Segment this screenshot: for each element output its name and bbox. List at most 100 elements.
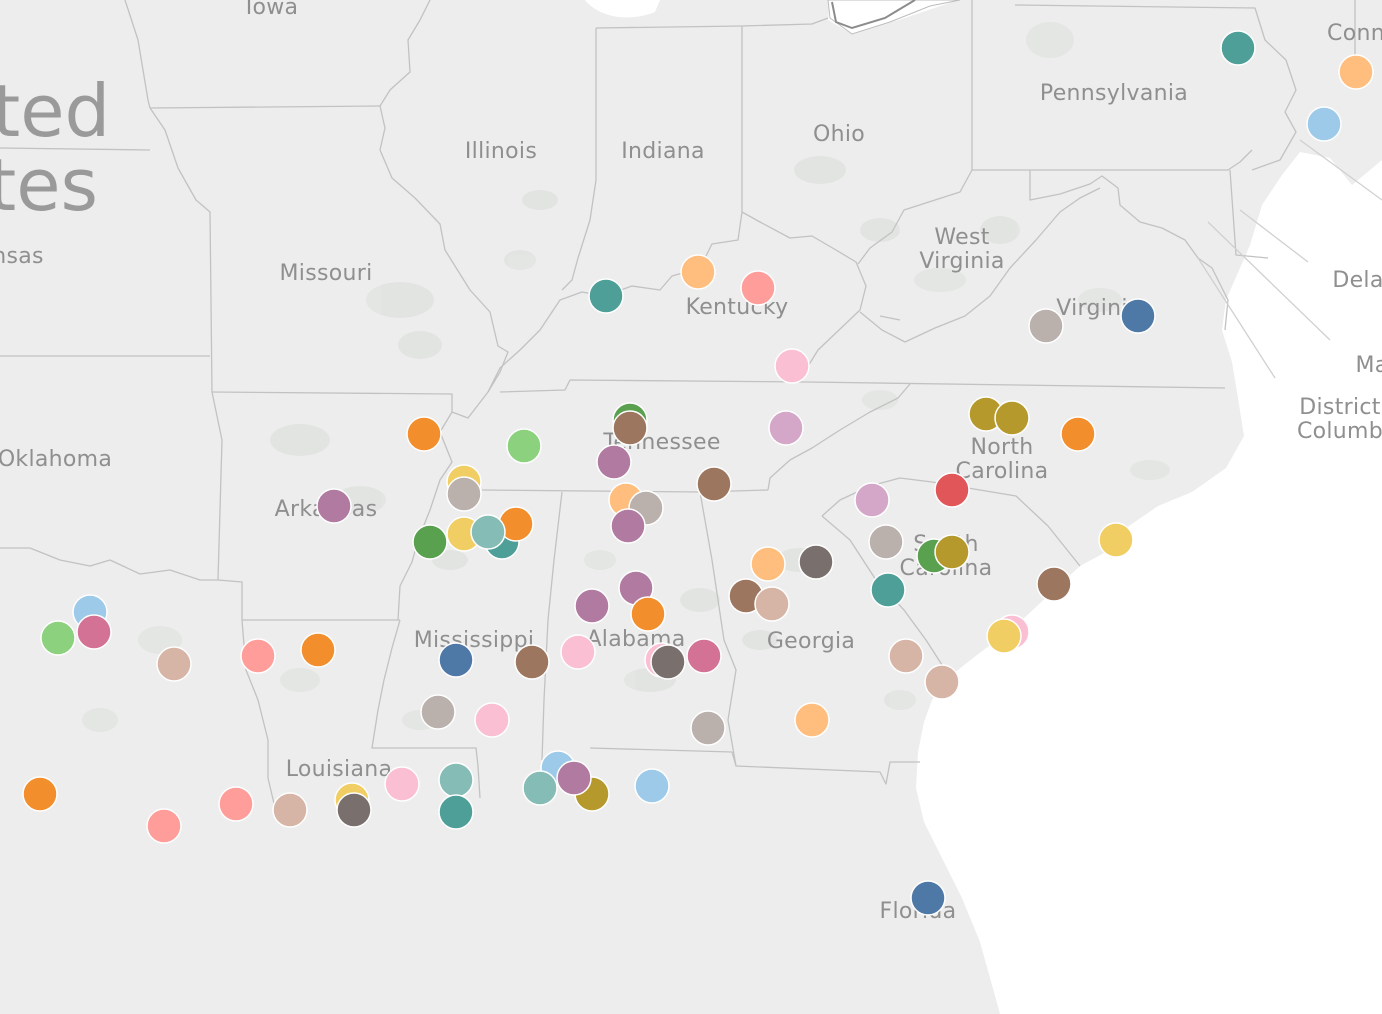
location-marker[interactable] [680, 254, 716, 290]
urban-area [82, 708, 118, 732]
location-marker[interactable] [690, 710, 726, 746]
location-marker[interactable] [994, 400, 1030, 436]
location-marker[interactable] [446, 476, 482, 512]
location-marker[interactable] [316, 488, 352, 524]
location-markers[interactable] [22, 30, 1374, 916]
urban-area [398, 331, 442, 359]
state-label-georgia: Georgia [767, 629, 855, 654]
location-marker[interactable] [1338, 54, 1374, 90]
location-marker[interactable] [76, 614, 112, 650]
urban-area [862, 390, 898, 410]
location-marker[interactable] [934, 472, 970, 508]
urban-area [1026, 22, 1074, 58]
location-marker[interactable] [40, 620, 76, 656]
location-marker[interactable] [474, 702, 510, 738]
location-marker[interactable] [774, 348, 810, 384]
location-marker[interactable] [272, 792, 308, 828]
location-marker[interactable] [924, 664, 960, 700]
location-marker[interactable] [986, 618, 1022, 654]
state-label-indiana: Indiana [621, 139, 705, 164]
location-marker[interactable] [300, 632, 336, 668]
state-label-missouri: Missouri [280, 261, 373, 286]
location-marker[interactable] [888, 638, 924, 674]
location-marker[interactable] [794, 702, 830, 738]
location-marker[interactable] [438, 762, 474, 798]
state-label-delaware: Dela [1332, 268, 1382, 293]
state-label-north-carolina: North [970, 435, 1033, 460]
lake-michigan [585, 0, 655, 18]
urban-area [860, 218, 900, 242]
location-marker[interactable] [438, 642, 474, 678]
location-marker[interactable] [420, 694, 456, 730]
location-marker[interactable] [384, 766, 420, 802]
location-marker[interactable] [798, 544, 834, 580]
location-marker[interactable] [750, 546, 786, 582]
location-marker[interactable] [934, 534, 970, 570]
state-label-mississippi: Mississippi [414, 628, 535, 653]
location-marker[interactable] [1036, 566, 1072, 602]
location-marker[interactable] [522, 770, 558, 806]
urban-area [280, 668, 320, 692]
location-marker[interactable] [470, 514, 506, 550]
country-label-line2: tes [0, 143, 98, 227]
location-marker[interactable] [156, 646, 192, 682]
location-marker[interactable] [1220, 30, 1256, 66]
location-marker[interactable] [1306, 106, 1342, 142]
location-marker[interactable] [336, 792, 372, 828]
urban-area [680, 588, 720, 612]
urban-area [584, 550, 616, 570]
location-marker[interactable] [868, 524, 904, 560]
state-label-connecticut: Conn [1327, 21, 1382, 46]
state-label-west-virginia: Virginia [919, 249, 1004, 274]
urban-area [914, 268, 966, 292]
state-label-oklahoma: Oklahoma [0, 447, 112, 472]
location-marker[interactable] [740, 270, 776, 306]
urban-area [1130, 460, 1170, 480]
location-marker[interactable] [630, 596, 666, 632]
location-marker[interactable] [870, 572, 906, 608]
location-marker[interactable] [650, 644, 686, 680]
urban-area [366, 282, 434, 318]
location-marker[interactable] [588, 278, 624, 314]
location-marker[interactable] [1120, 298, 1156, 334]
location-marker[interactable] [596, 444, 632, 480]
location-marker[interactable] [754, 586, 790, 622]
location-marker[interactable] [406, 416, 442, 452]
state-label-north-carolina: Carolina [956, 459, 1049, 484]
location-marker[interactable] [1098, 522, 1134, 558]
lake-erie-outline [831, 0, 916, 30]
location-marker[interactable] [910, 880, 946, 916]
location-marker[interactable] [610, 508, 646, 544]
location-marker[interactable] [22, 776, 58, 812]
location-marker[interactable] [574, 588, 610, 624]
location-marker[interactable] [146, 808, 182, 844]
location-marker[interactable] [556, 760, 592, 796]
state-label-district-of-columbia: District [1299, 395, 1380, 420]
location-marker[interactable] [560, 634, 596, 670]
location-marker[interactable] [768, 410, 804, 446]
location-marker[interactable] [696, 466, 732, 502]
location-marker[interactable] [412, 524, 448, 560]
urban-area [742, 630, 778, 650]
location-marker[interactable] [218, 786, 254, 822]
location-marker[interactable] [686, 638, 722, 674]
location-marker[interactable] [854, 482, 890, 518]
location-marker[interactable] [1060, 416, 1096, 452]
location-marker[interactable] [506, 428, 542, 464]
urban-area [270, 424, 330, 456]
urban-area [980, 216, 1020, 244]
location-marker[interactable] [438, 794, 474, 830]
state-label-illinois: Illinois [465, 139, 537, 164]
location-marker[interactable] [1028, 308, 1064, 344]
location-marker[interactable] [612, 410, 648, 446]
location-marker[interactable] [240, 638, 276, 674]
state-label-pennsylvania: Pennsylvania [1040, 81, 1188, 106]
country-label-line1: ted [0, 69, 110, 153]
urban-area [794, 156, 846, 184]
location-marker[interactable] [514, 644, 550, 680]
location-marker[interactable] [634, 768, 670, 804]
